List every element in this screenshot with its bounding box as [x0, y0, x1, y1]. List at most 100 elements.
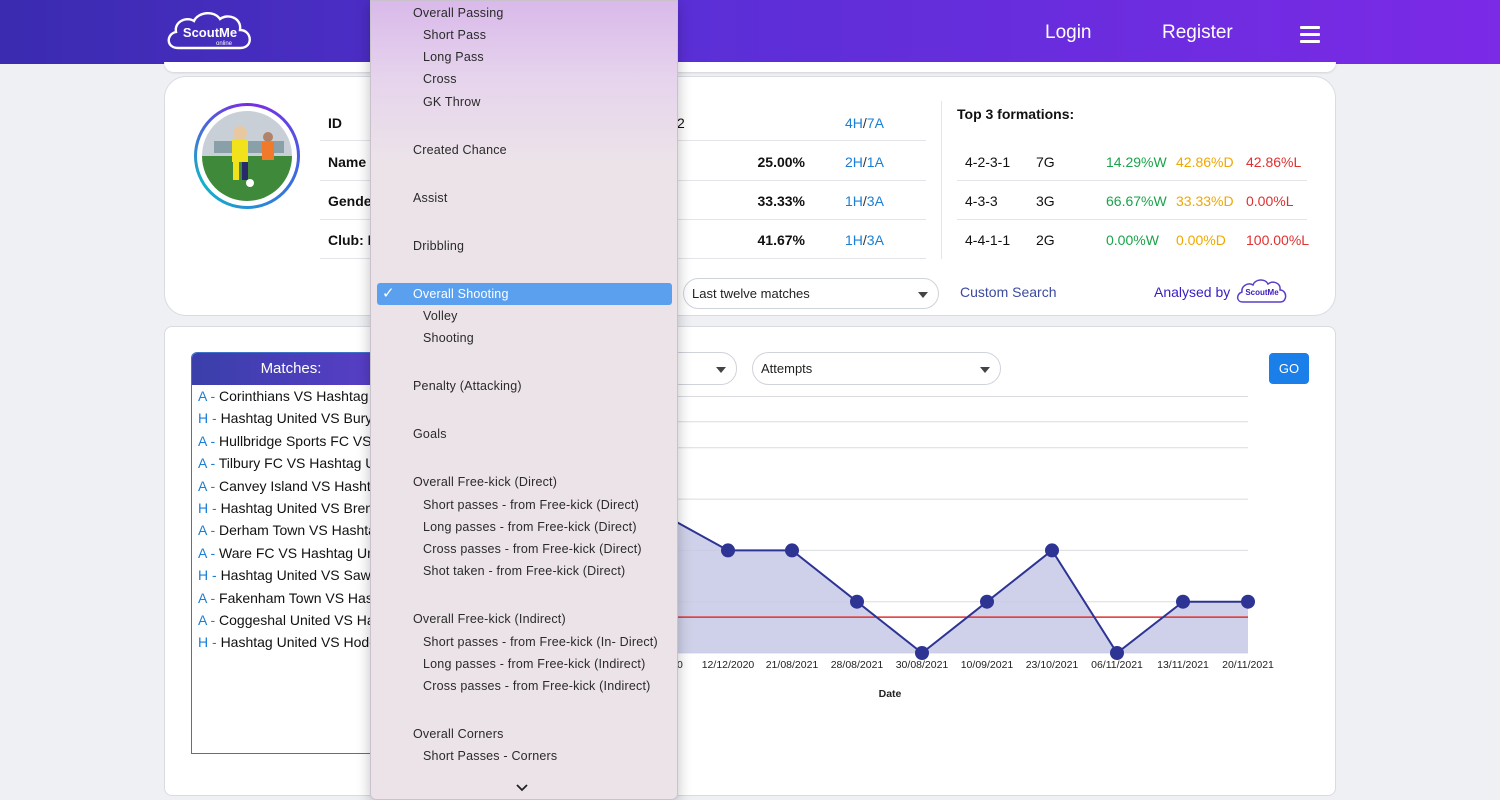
home-away-tag: A -: [198, 544, 220, 561]
formation-win: 14.29%W: [1106, 154, 1167, 170]
home-away-count: 2H/1A: [845, 154, 884, 170]
dropdown-option[interactable]: Overall Passing: [413, 6, 504, 20]
x-tick-label: 30/08/2021: [896, 659, 949, 671]
metric-select[interactable]: Attempts: [752, 352, 1001, 385]
dropdown-option[interactable]: Dribbling: [413, 239, 465, 253]
dropdown-sub-option[interactable]: Shooting: [423, 331, 474, 345]
match-title: Ware FC VS Hashtag Uni: [219, 544, 378, 561]
data-point[interactable]: [1045, 543, 1059, 558]
match-list-item[interactable]: H - Hashtag United VS Bury: [192, 407, 390, 429]
go-button[interactable]: GO: [1269, 353, 1309, 384]
dropdown-sub-option[interactable]: Cross: [423, 72, 457, 86]
home-away-tag: H -: [198, 410, 221, 427]
match-title: Coggeshal United VS Ha: [219, 611, 375, 628]
dropdown-option[interactable]: Penalty (Attacking): [413, 379, 522, 393]
match-list-item[interactable]: A - Hullbridge Sports FC VS: [192, 430, 390, 452]
formation-games: 7G: [1036, 154, 1055, 170]
formation-shape: 4-4-1-1: [965, 232, 1011, 248]
menu-hamburger-icon[interactable]: [1300, 26, 1320, 43]
gender-label: Gender: [328, 193, 378, 209]
home-away-count: 1H/3A: [845, 232, 884, 248]
matches-list: A - Corinthians VS Hashtag H - Hashtag Un…: [192, 385, 390, 654]
match-list-item[interactable]: A - Derham Town VS Hashta: [192, 519, 390, 541]
stat-category-dropdown[interactable]: Overall Passing Short Pass Long Pass Cross G…: [370, 0, 678, 800]
match-title: Hashtag United VS Bury: [220, 410, 373, 427]
dropdown-sub-option[interactable]: GK Throw: [423, 95, 481, 109]
dropdown-sub-option[interactable]: Shot taken - from Free-kick (Direct): [423, 564, 626, 578]
dropdown-sub-option[interactable]: Cross passes - from Free-kick (Indirect): [423, 679, 651, 693]
formation-loss: 100.00%L: [1246, 232, 1310, 248]
data-point[interactable]: [721, 543, 735, 558]
scoutme-logo[interactable]: ScoutMe online: [164, 8, 256, 58]
dropdown-sub-option[interactable]: Short Pass: [423, 28, 487, 42]
home-away-tag: A -: [198, 477, 220, 494]
x-tick-label: 21/08/2021: [766, 659, 819, 671]
dropdown-sub-option[interactable]: Long Pass: [423, 50, 484, 64]
stat-percentage: 33.33%: [757, 193, 805, 209]
match-list-item[interactable]: H - Hashtag United VS Sawb: [192, 564, 390, 586]
dropdown-option[interactable]: Assist: [413, 191, 448, 205]
formation-draw: 42.86%D: [1176, 154, 1234, 170]
dropdown-option[interactable]: Overall Free-kick (Indirect): [413, 612, 566, 626]
home-away-tag: H -: [198, 499, 221, 516]
x-tick-label: 20/11/2021: [1222, 659, 1274, 671]
analysed-by-label: Analysed by: [1154, 284, 1231, 300]
dropdown-sub-option[interactable]: Short passes - from Free-kick (In- Direc…: [423, 635, 658, 649]
formation-games: 2G: [1036, 232, 1055, 248]
dropdown-option[interactable]: Overall Corners: [413, 727, 504, 741]
scroll-down-chevron-icon[interactable]: [515, 781, 529, 795]
formation-loss: 0.00%L: [1246, 193, 1294, 209]
match-list-item[interactable]: A - Corinthians VS Hashtag: [192, 385, 390, 407]
home-away-tag: H -: [198, 634, 221, 651]
data-point[interactable]: [1110, 646, 1124, 660]
match-title: Canvey Island VS Hashta: [219, 477, 379, 494]
match-list-item[interactable]: A - Canvey Island VS Hashta: [192, 475, 390, 497]
dropdown-option[interactable]: Created Chance: [413, 143, 507, 157]
dropdown-sub-option[interactable]: Short Passes - Corners: [423, 749, 558, 763]
period-select[interactable]: Last twelve matches: [683, 278, 939, 309]
scoutme-mini-logo: ScoutMe: [1236, 279, 1287, 303]
data-point[interactable]: [850, 594, 864, 609]
dropdown-sub-option[interactable]: Cross passes - from Free-kick (Direct): [423, 542, 642, 556]
dropdown-sub-option[interactable]: Volley: [423, 309, 458, 323]
x-tick-label: 23/10/2021: [1026, 659, 1079, 671]
match-list-item[interactable]: A - Tilbury FC VS Hashtag U: [192, 452, 390, 474]
stat-percentage: 25.00%: [757, 154, 805, 170]
match-title: Hashtag United VS Brent: [220, 499, 377, 516]
data-point[interactable]: [1241, 594, 1255, 609]
match-title: Hashtag United VS Sawb: [220, 567, 379, 584]
login-link[interactable]: Login: [1045, 22, 1092, 43]
x-tick-label: 06/11/2021: [1091, 659, 1143, 671]
dropdown-sub-option[interactable]: Long passes - from Free-kick (Indirect): [423, 657, 646, 671]
match-title: Hashtag United VS Hodd: [220, 634, 377, 651]
dropdown-sub-option[interactable]: Long passes - from Free-kick (Direct): [423, 520, 637, 534]
data-point[interactable]: [980, 594, 994, 609]
data-point[interactable]: [785, 543, 799, 558]
dropdown-option[interactable]: Goals: [413, 427, 447, 441]
home-away-tag: A -: [198, 589, 220, 606]
register-link[interactable]: Register: [1162, 22, 1233, 43]
match-list-item[interactable]: A - Ware FC VS Hashtag Uni: [192, 542, 390, 564]
match-list-item[interactable]: A - Fakenham Town VS Has: [192, 587, 390, 609]
custom-search-link[interactable]: Custom Search: [960, 284, 1057, 300]
row-divider: [957, 219, 1307, 220]
match-analysis-card: Matches: A - Corinthians VS Hashtag H - H…: [164, 326, 1336, 796]
match-title: Derham Town VS Hashta: [219, 522, 376, 539]
home-away-tag: A -: [198, 611, 220, 628]
dropdown-sub-option[interactable]: Short passes - from Free-kick (Direct): [423, 498, 639, 512]
x-tick-label: 10/09/2021: [961, 659, 1014, 671]
match-list-item[interactable]: H - Hashtag United VS Brent: [192, 497, 390, 519]
dropdown-option[interactable]: Overall Free-kick (Direct): [413, 475, 558, 489]
period-select-value: Last twelve matches: [692, 286, 810, 301]
data-point[interactable]: [1176, 594, 1190, 609]
x-tick-label: 13/11/2021: [1157, 659, 1209, 671]
match-list-item[interactable]: H - Hashtag United VS Hodd: [192, 631, 390, 653]
data-point[interactable]: [915, 646, 929, 660]
match-list-item[interactable]: A - Coggeshal United VS Ha: [192, 609, 390, 631]
series-area: [635, 499, 1248, 653]
id-label: ID: [328, 115, 342, 131]
dropdown-option-selected[interactable]: ✓ Overall Shooting: [377, 283, 672, 305]
x-tick-label: 28/08/2021: [831, 659, 884, 671]
chevron-down-icon: [716, 366, 726, 373]
top-navbar: ScoutMe online Login Register: [0, 0, 1500, 64]
